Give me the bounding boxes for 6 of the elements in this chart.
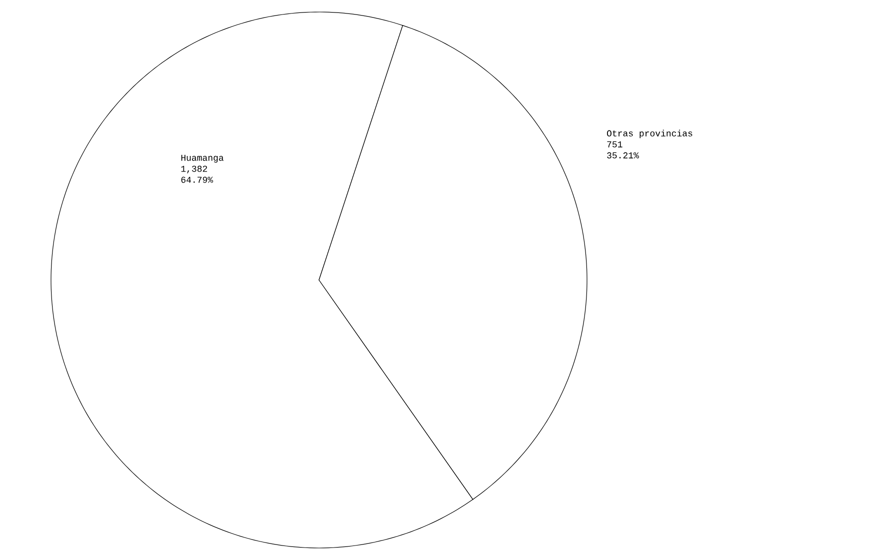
text: 64.79%: [181, 176, 214, 183]
slice-label: Otras provincias: [606, 130, 692, 138]
data-label: 751: [607, 141, 622, 148]
text: 35.21%: [607, 152, 639, 158]
slice-label: Huamanga: [181, 154, 224, 163]
data-label: 1,382: [181, 166, 208, 174]
